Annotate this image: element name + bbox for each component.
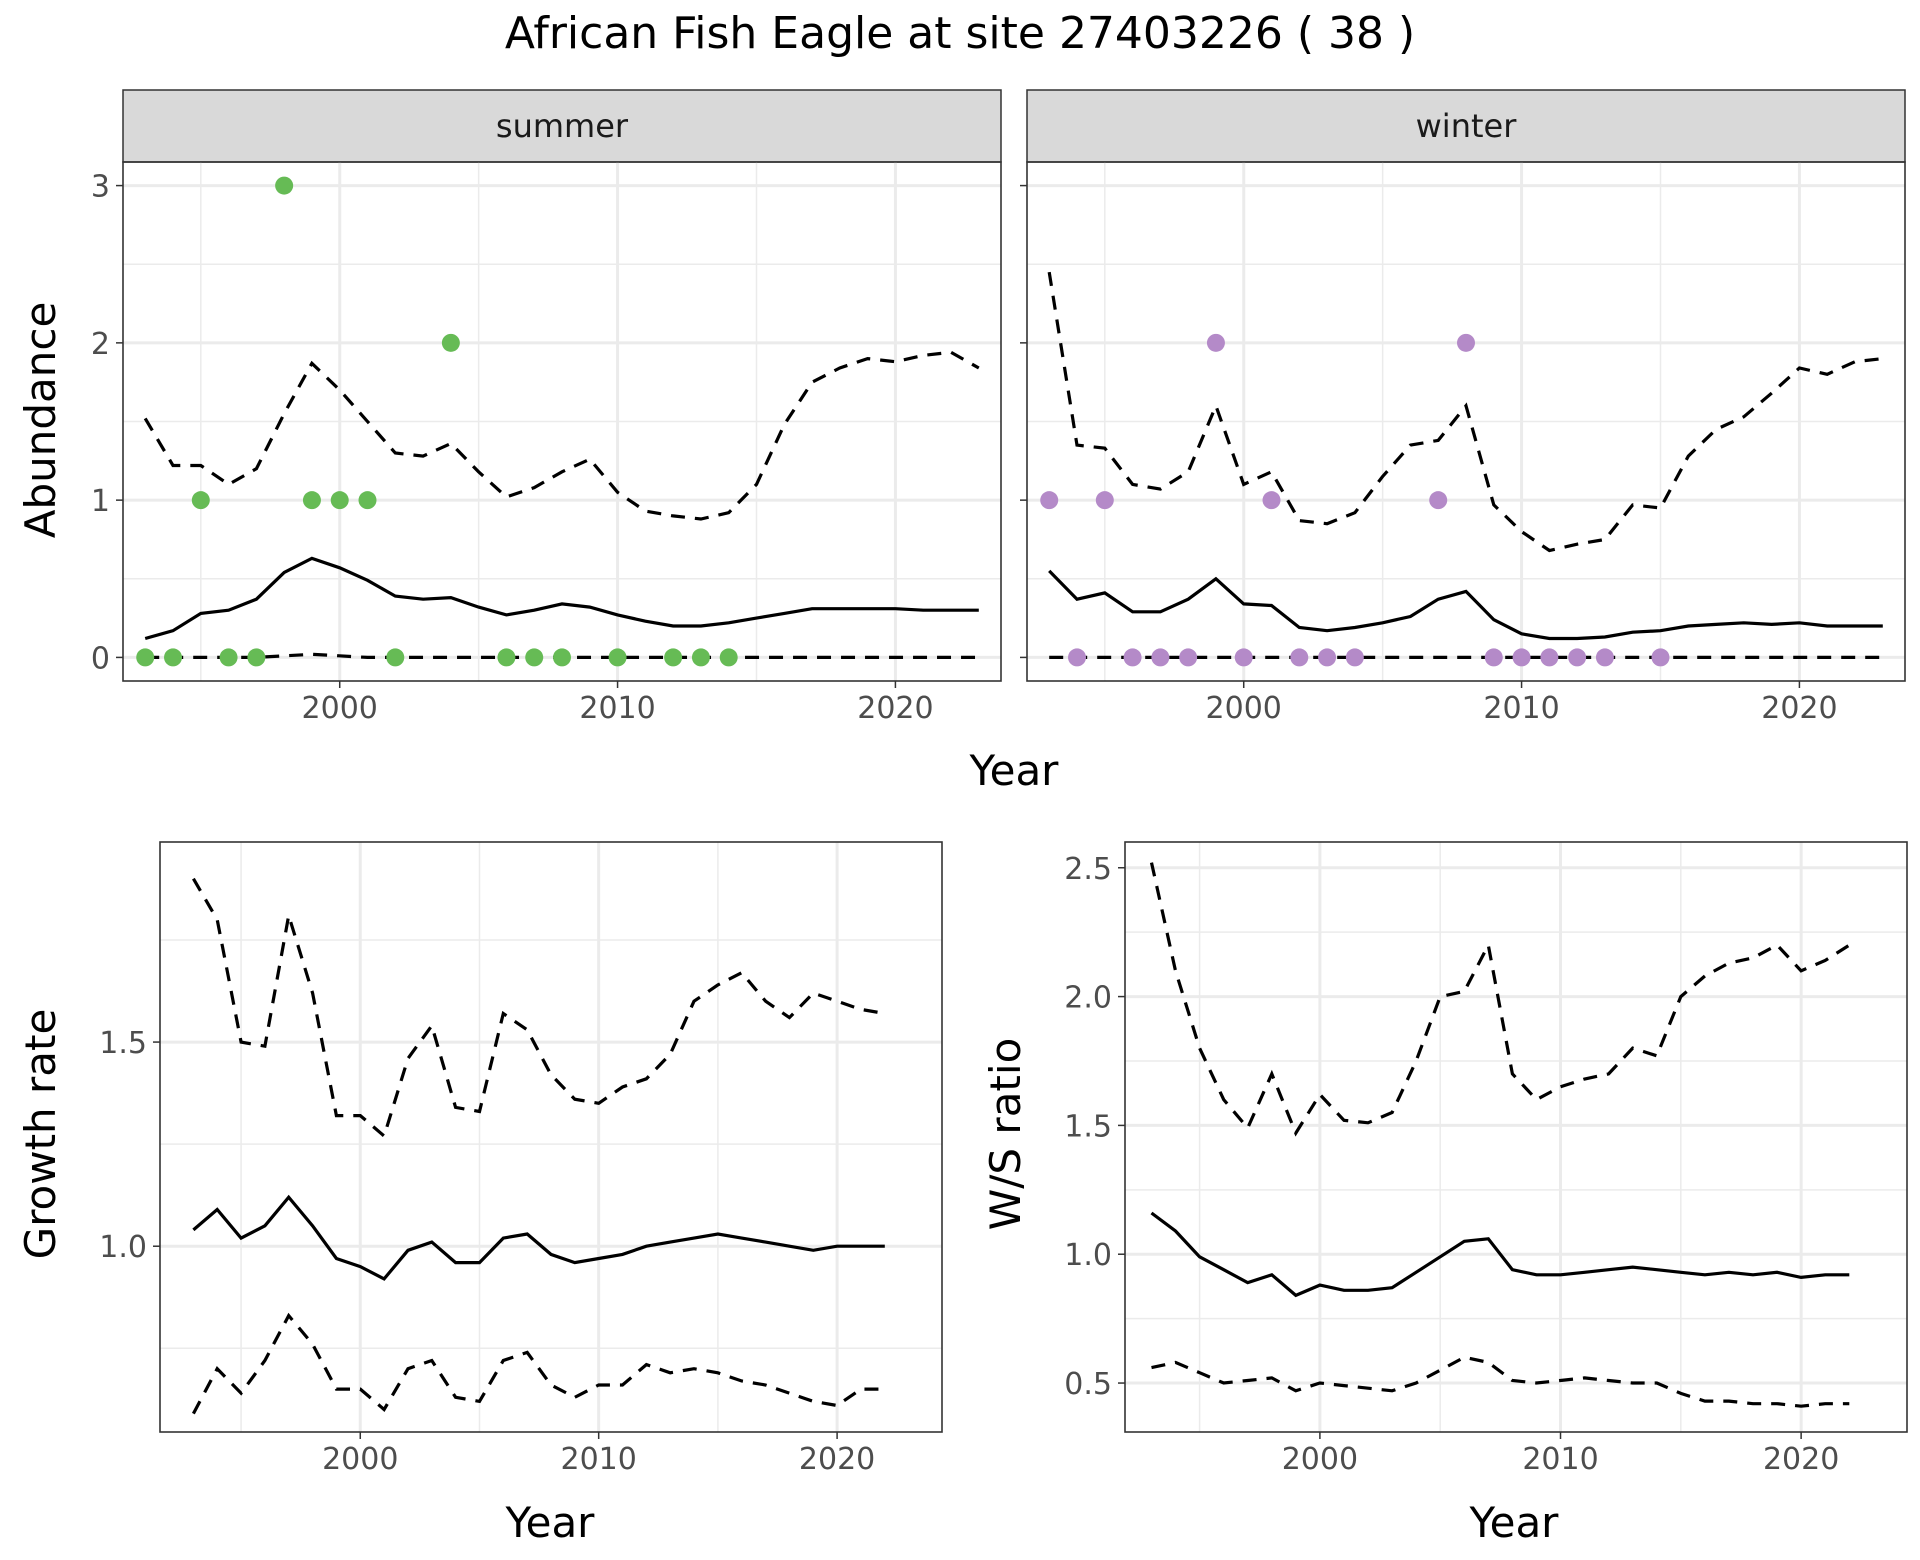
ws-x-tick-label: 2020 — [1763, 1442, 1839, 1477]
growth-upper-ci-line — [192, 877, 886, 1139]
ws-y-tick-label: 1.5 — [1064, 1109, 1112, 1144]
summer-count-point — [525, 648, 544, 667]
winter-x-tick-label: 2000 — [1206, 691, 1282, 726]
summer-y-tick-label: 3 — [91, 170, 110, 205]
growth-rate-panel: 2000 2010 2020 1.0 1.5 — [99, 841, 943, 1477]
summer-count-point — [691, 648, 710, 667]
winter-count-point — [1429, 491, 1448, 510]
figure-title: African Fish Eagle at site 27403226 ( 38… — [505, 8, 1415, 59]
summer-count-point — [164, 648, 183, 667]
winter-count-point — [1568, 648, 1587, 667]
abundance-y-axis-title: Abundance — [16, 302, 65, 539]
winter-count-point — [1234, 648, 1253, 667]
winter-count-point — [1123, 648, 1142, 667]
winter-count-point — [1179, 648, 1198, 667]
growth-rate-x-axis-title: Year — [505, 1498, 596, 1547]
winter-count-point — [1040, 491, 1059, 510]
summer-upper-ci-line — [143, 350, 980, 521]
winter-count-point — [1151, 648, 1170, 667]
winter-count-point — [1290, 648, 1309, 667]
winter-upper-ci-line — [1047, 271, 1883, 553]
summer-count-point — [330, 491, 349, 510]
summer-x-tick-label: 2000 — [302, 691, 378, 726]
summer-count-point — [247, 648, 266, 667]
winter-count-point — [1457, 333, 1475, 352]
winter-x-tick-label: 2020 — [1761, 691, 1837, 726]
ws-ratio-x-axis-title: Year — [1469, 1498, 1560, 1547]
summer-strip-label: summer — [496, 107, 629, 145]
summer-count-point — [441, 333, 460, 352]
summer-y-tick-label: 2 — [91, 327, 110, 362]
summer-mean-line — [144, 556, 979, 641]
growth-mean-line — [192, 1194, 885, 1281]
ws-x-tick-label: 2010 — [1522, 1442, 1598, 1477]
ws-y-tick-label: 0.5 — [1064, 1367, 1112, 1402]
growth-y-tick-label: 1.5 — [99, 1026, 147, 1061]
growth-y-tick-label: 1.0 — [99, 1230, 147, 1265]
winter-panel-border — [1026, 161, 1906, 682]
winter-count-point — [1095, 491, 1114, 510]
growth-x-tick-label: 2000 — [322, 1442, 398, 1477]
growth-x-tick-label: 2020 — [799, 1442, 875, 1477]
growth-panel-border — [159, 841, 943, 1433]
summer-panel: summer 2000 2010 2020 0 1 2 3 — [91, 89, 1002, 726]
winter-count-point — [1262, 491, 1281, 510]
summer-x-tick-label: 2010 — [579, 691, 655, 726]
winter-mean-line — [1048, 569, 1883, 641]
summer-count-point — [386, 648, 405, 667]
ws-x-tick-label: 2000 — [1282, 1442, 1358, 1477]
ws-mean-line — [1150, 1211, 1850, 1298]
summer-count-point — [553, 648, 571, 667]
winter-count-point — [1651, 648, 1670, 667]
winter-x-tick-label: 2010 — [1483, 691, 1559, 726]
winter-count-point — [1318, 648, 1337, 667]
top-x-axis-title: Year — [969, 746, 1060, 795]
ws-lower-ci-line — [1151, 1355, 1850, 1408]
summer-count-point — [219, 648, 238, 667]
summer-y-tick-label: 1 — [91, 484, 110, 519]
summer-count-point — [136, 648, 155, 667]
winter-count-point — [1484, 648, 1503, 667]
summer-y-tick-label: 0 — [91, 641, 110, 676]
winter-strip-label: winter — [1416, 107, 1518, 145]
winter-count-point — [1068, 648, 1087, 667]
summer-count-point — [608, 648, 627, 667]
summer-count-point — [191, 491, 210, 510]
ws-ratio-panel: 2000 2010 2020 0.5 1.0 1.5 2.0 2.5 — [1064, 841, 1908, 1477]
growth-lower-ci-line — [191, 1312, 885, 1415]
summer-count-point — [358, 491, 377, 510]
summer-panel-border — [122, 161, 1002, 682]
summer-strip — [122, 89, 1002, 163]
ws-y-tick-label: 2.0 — [1064, 981, 1112, 1016]
summer-count-point — [302, 491, 321, 510]
summer-count-point — [719, 648, 738, 667]
ws-ratio-y-axis-title: W/S ratio — [981, 1038, 1030, 1231]
winter-count-point — [1540, 648, 1559, 667]
winter-count-point — [1512, 648, 1531, 667]
growth-x-tick-label: 2010 — [561, 1442, 637, 1477]
winter-count-point — [1345, 648, 1364, 667]
ws-panel-border — [1124, 841, 1908, 1433]
ws-y-tick-label: 2.5 — [1064, 852, 1112, 887]
growth-rate-y-axis-title: Growth rate — [16, 1009, 65, 1260]
winter-count-point — [1206, 333, 1225, 352]
ws-y-tick-label: 1.0 — [1064, 1238, 1112, 1273]
winter-panel: winter 2000 2010 2020 — [1020, 89, 1906, 726]
summer-count-point — [497, 648, 516, 667]
summer-count-point — [275, 176, 294, 195]
summer-x-tick-label: 2020 — [857, 691, 933, 726]
summer-count-point — [664, 648, 683, 667]
winter-count-point — [1595, 648, 1614, 667]
